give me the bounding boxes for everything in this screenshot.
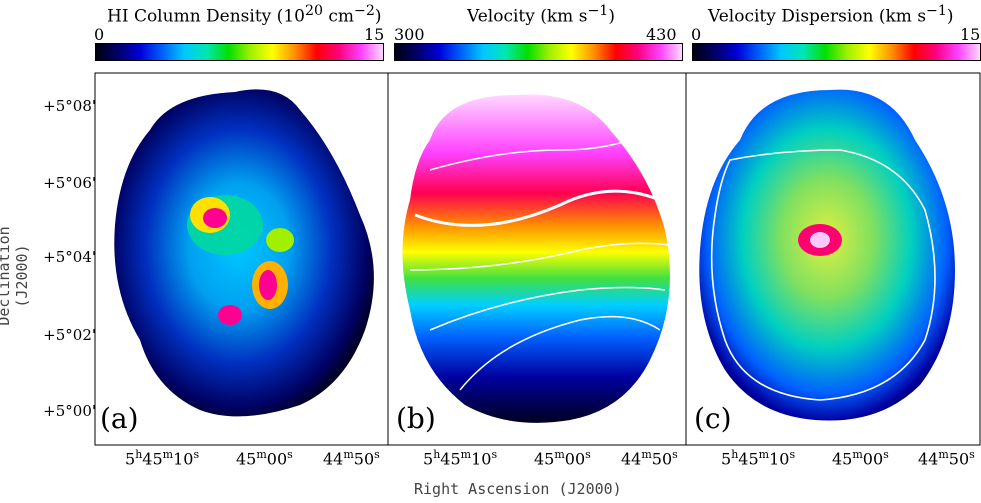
colorbar-min-column-density: 0 xyxy=(94,25,105,44)
ytick-label: +5°04' xyxy=(43,248,96,266)
colorbar-velocity xyxy=(394,43,683,61)
ytick-label: +5°08' xyxy=(43,97,96,115)
xtick-label: 45m00s xyxy=(236,448,293,469)
colorbar-max-dispersion: 15 xyxy=(960,25,981,44)
colorbar-column-density xyxy=(95,43,384,61)
xtick-label: 44m50s xyxy=(621,448,678,469)
xtick-label: 44m50s xyxy=(323,448,380,469)
xtick-label: 45m00s xyxy=(832,448,889,469)
xtick-label: 5h45m10s xyxy=(125,448,200,469)
colorbar-title-velocity: Velocity (km s−1) xyxy=(467,3,615,27)
xtick-label: 5h45m10s xyxy=(423,448,498,469)
x-axis-label: Right Ascension (J2000) xyxy=(414,480,622,498)
panel-a-map xyxy=(114,89,374,417)
panel-label-c: (c) xyxy=(694,402,732,435)
xtick-label: 45m00s xyxy=(534,448,591,469)
colorbar-title-dispersion: Velocity Dispersion (km s−1) xyxy=(708,3,954,27)
xtick-label: 44m50s xyxy=(918,448,975,469)
panel-label-a: (a) xyxy=(100,402,139,435)
ytick-label: +5°02' xyxy=(43,326,96,344)
xtick-label: 5h45m10s xyxy=(721,448,796,469)
panel-label-b: (b) xyxy=(396,402,436,435)
colorbar-title-column-density: HI Column Density (1020 cm−2) xyxy=(107,3,382,27)
ytick-label: +5°06' xyxy=(43,174,96,192)
colorbar-max-column-density: 15 xyxy=(364,25,385,44)
panel-c-map xyxy=(699,89,955,421)
colorbar-min-velocity: 300 xyxy=(394,25,425,44)
panel-b-map xyxy=(402,94,671,423)
ytick-label: +5°00' xyxy=(43,402,96,420)
colorbar-min-dispersion: 0 xyxy=(691,25,702,44)
colorbar-max-velocity: 430 xyxy=(646,25,677,44)
y-axis-label: Declination (J2000) xyxy=(0,226,31,326)
